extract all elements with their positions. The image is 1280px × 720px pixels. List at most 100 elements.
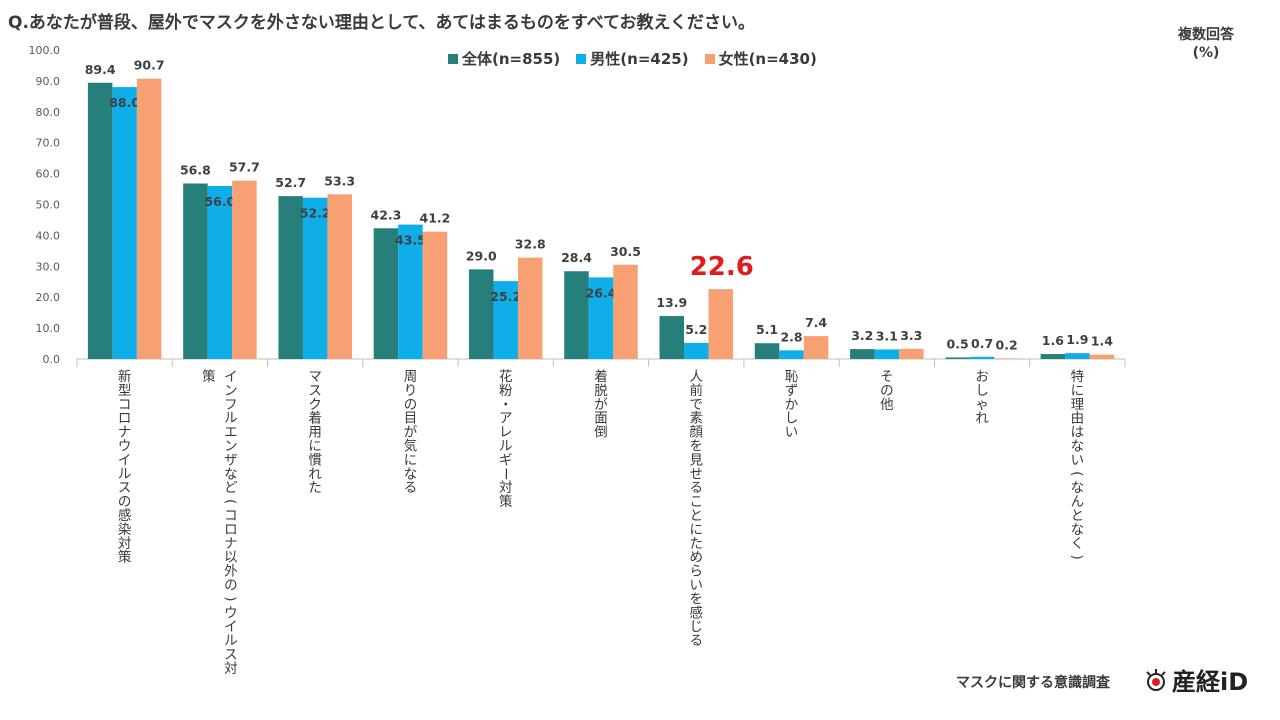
bar xyxy=(1065,353,1090,359)
x-category-label: 染 xyxy=(118,522,132,538)
data-label: 1.9 xyxy=(1066,332,1088,347)
y-tick-label: 0.0 xyxy=(43,353,61,366)
x-category-label: な xyxy=(1071,439,1085,455)
bar xyxy=(969,356,995,359)
data-label: 7.4 xyxy=(805,315,827,330)
x-category-label: た xyxy=(308,480,322,496)
legend: 全体(n=855) 男性(n=425) 女性(n=430) xyxy=(448,48,817,69)
legend-label-female: 女性(n=430) xyxy=(718,50,817,68)
data-label: 13.9 xyxy=(656,295,687,310)
data-label: 52.2 xyxy=(300,206,331,221)
x-category-label: い xyxy=(785,425,799,441)
x-category-label: 策 xyxy=(499,493,513,510)
x-category-label: ど xyxy=(224,480,238,496)
y-tick-label: 10.0 xyxy=(36,322,61,335)
x-category-label: イ xyxy=(224,369,238,385)
x-category-label: な xyxy=(224,466,238,482)
x-category-label: 感 xyxy=(690,604,704,621)
y-tick-label: 40.0 xyxy=(36,229,61,242)
data-label: 30.5 xyxy=(610,244,641,259)
y-tick-label: 80.0 xyxy=(36,106,61,119)
data-label: 3.1 xyxy=(876,328,898,343)
bar xyxy=(493,281,518,359)
x-category-label: 顔 xyxy=(690,425,704,441)
data-label: 2.8 xyxy=(780,329,802,344)
x-category-label: マ xyxy=(308,369,322,385)
x-category-label: 周 xyxy=(404,369,418,385)
x-category-label: れ xyxy=(308,466,322,482)
x-category-label: 用 xyxy=(308,425,322,441)
x-category-label: ) xyxy=(1069,555,1085,560)
x-category-label: 目 xyxy=(404,411,418,427)
brand-logo: 産経iD xyxy=(1143,662,1248,697)
bar xyxy=(945,357,970,359)
bar xyxy=(136,78,162,359)
x-category-label: レ xyxy=(499,425,513,441)
x-category-label: ル xyxy=(118,466,132,482)
unit-label-line-2: (%) xyxy=(1192,45,1220,61)
x-category-label: 見 xyxy=(690,452,704,468)
x-category-label: い xyxy=(690,578,704,594)
bar xyxy=(588,277,614,359)
x-category-label: 倒 xyxy=(594,425,608,441)
data-label: 41.2 xyxy=(420,211,451,226)
legend-label-all: 全体(n=855) xyxy=(462,50,561,68)
x-category-label: 素 xyxy=(690,411,704,427)
x-category-label: か xyxy=(785,397,799,413)
x-category-label: と xyxy=(690,508,704,524)
data-label: 3.3 xyxy=(900,328,922,343)
x-category-label: ウ xyxy=(224,605,238,621)
x-category-label: 脱 xyxy=(594,383,608,399)
x-category-label: は xyxy=(1071,425,1085,441)
x-category-label: そ xyxy=(880,369,894,385)
x-category-label: い xyxy=(1071,452,1085,468)
y-tick-label: 90.0 xyxy=(36,75,61,88)
x-category-label: し xyxy=(785,411,799,427)
x-category-label: 特 xyxy=(1071,369,1085,385)
x-category-label: ア xyxy=(499,411,513,427)
x-category-label: ロ xyxy=(224,522,238,538)
bar xyxy=(564,271,589,359)
x-category-label: フ xyxy=(224,397,238,413)
unit-label: 複数回答 (%) xyxy=(1168,26,1244,62)
x-category-label: ず xyxy=(785,383,799,399)
x-category-label: 新 xyxy=(118,369,132,385)
x-category-label: イ xyxy=(224,619,238,635)
bar xyxy=(207,185,233,359)
bar xyxy=(183,183,208,359)
x-category-label: ( xyxy=(1069,471,1085,476)
bar xyxy=(684,342,709,359)
data-label: 57.7 xyxy=(229,160,260,175)
bar xyxy=(232,180,257,359)
chart-title: Q.あなたが普段、屋外でマスクを外さない理由として、あてはまるものをすべてお教え… xyxy=(8,13,755,33)
bar xyxy=(708,289,734,359)
y-tick-label: 100.0 xyxy=(29,44,61,57)
x-category-label: エ xyxy=(224,425,238,441)
x-category-label: た xyxy=(690,536,704,552)
data-label: 56.8 xyxy=(180,162,211,177)
x-category-label: 理 xyxy=(1071,397,1085,413)
x-category-label: お xyxy=(975,369,989,385)
x-category-label: 策 xyxy=(202,368,216,385)
bar xyxy=(1040,354,1066,359)
x-category-label: が xyxy=(594,397,608,413)
x-category-label: ス xyxy=(224,647,238,663)
data-label: 25.2 xyxy=(490,289,521,304)
x-category-label: で xyxy=(690,397,704,413)
x-category-label: 人 xyxy=(690,369,704,385)
y-tick-label: 50.0 xyxy=(36,199,61,212)
x-category-label: こ xyxy=(690,494,704,510)
data-label: 1.6 xyxy=(1042,333,1064,348)
x-category-label: 外 xyxy=(224,564,238,580)
x-category-label: コ xyxy=(224,508,238,524)
bar xyxy=(327,194,352,359)
x-category-label: な xyxy=(1071,522,1085,538)
data-label: 88.0 xyxy=(109,95,140,110)
bar xyxy=(112,87,137,359)
highlight-data-label: 22.6 xyxy=(690,252,754,282)
data-label: 0.5 xyxy=(947,336,969,351)
bar xyxy=(899,348,924,359)
x-category-label: ) xyxy=(222,596,238,601)
x-category-label: 対 xyxy=(118,536,132,552)
